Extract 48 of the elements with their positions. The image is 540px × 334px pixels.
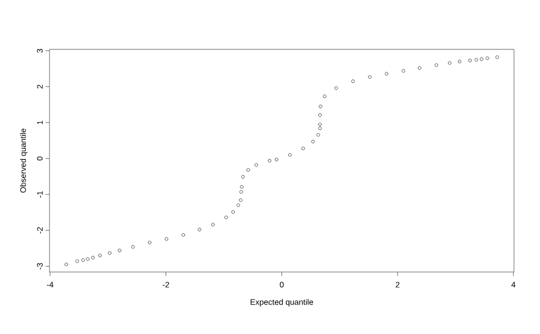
point — [86, 257, 90, 261]
point — [402, 69, 406, 73]
point — [164, 237, 168, 241]
point — [448, 61, 452, 65]
point — [211, 222, 215, 226]
point — [458, 60, 462, 64]
point — [316, 133, 320, 136]
point — [468, 58, 472, 62]
point — [418, 66, 422, 70]
point — [240, 185, 244, 189]
point — [238, 198, 242, 202]
point — [240, 190, 243, 194]
point — [198, 228, 202, 232]
point — [480, 57, 484, 61]
point — [434, 63, 438, 67]
point — [486, 56, 490, 60]
point — [64, 262, 68, 266]
point — [268, 158, 272, 162]
point — [301, 146, 305, 150]
point — [76, 260, 79, 263]
point — [254, 163, 258, 167]
point — [246, 168, 250, 172]
point — [108, 251, 112, 255]
point — [318, 122, 322, 126]
point — [368, 75, 372, 79]
point — [231, 210, 235, 214]
point — [311, 140, 315, 144]
point — [224, 216, 228, 220]
point — [131, 245, 135, 249]
point — [236, 203, 240, 207]
point — [318, 113, 322, 117]
point — [98, 254, 102, 258]
point — [318, 104, 322, 108]
point — [322, 94, 326, 98]
point — [274, 158, 278, 162]
point — [81, 258, 85, 262]
point — [118, 248, 122, 252]
point — [241, 175, 245, 179]
point — [334, 86, 338, 90]
point — [496, 56, 499, 59]
point — [474, 58, 478, 62]
point — [318, 126, 322, 130]
point — [148, 240, 152, 244]
point — [91, 256, 95, 260]
point — [384, 72, 388, 76]
point — [182, 233, 185, 237]
point — [288, 153, 292, 157]
point — [351, 80, 355, 83]
